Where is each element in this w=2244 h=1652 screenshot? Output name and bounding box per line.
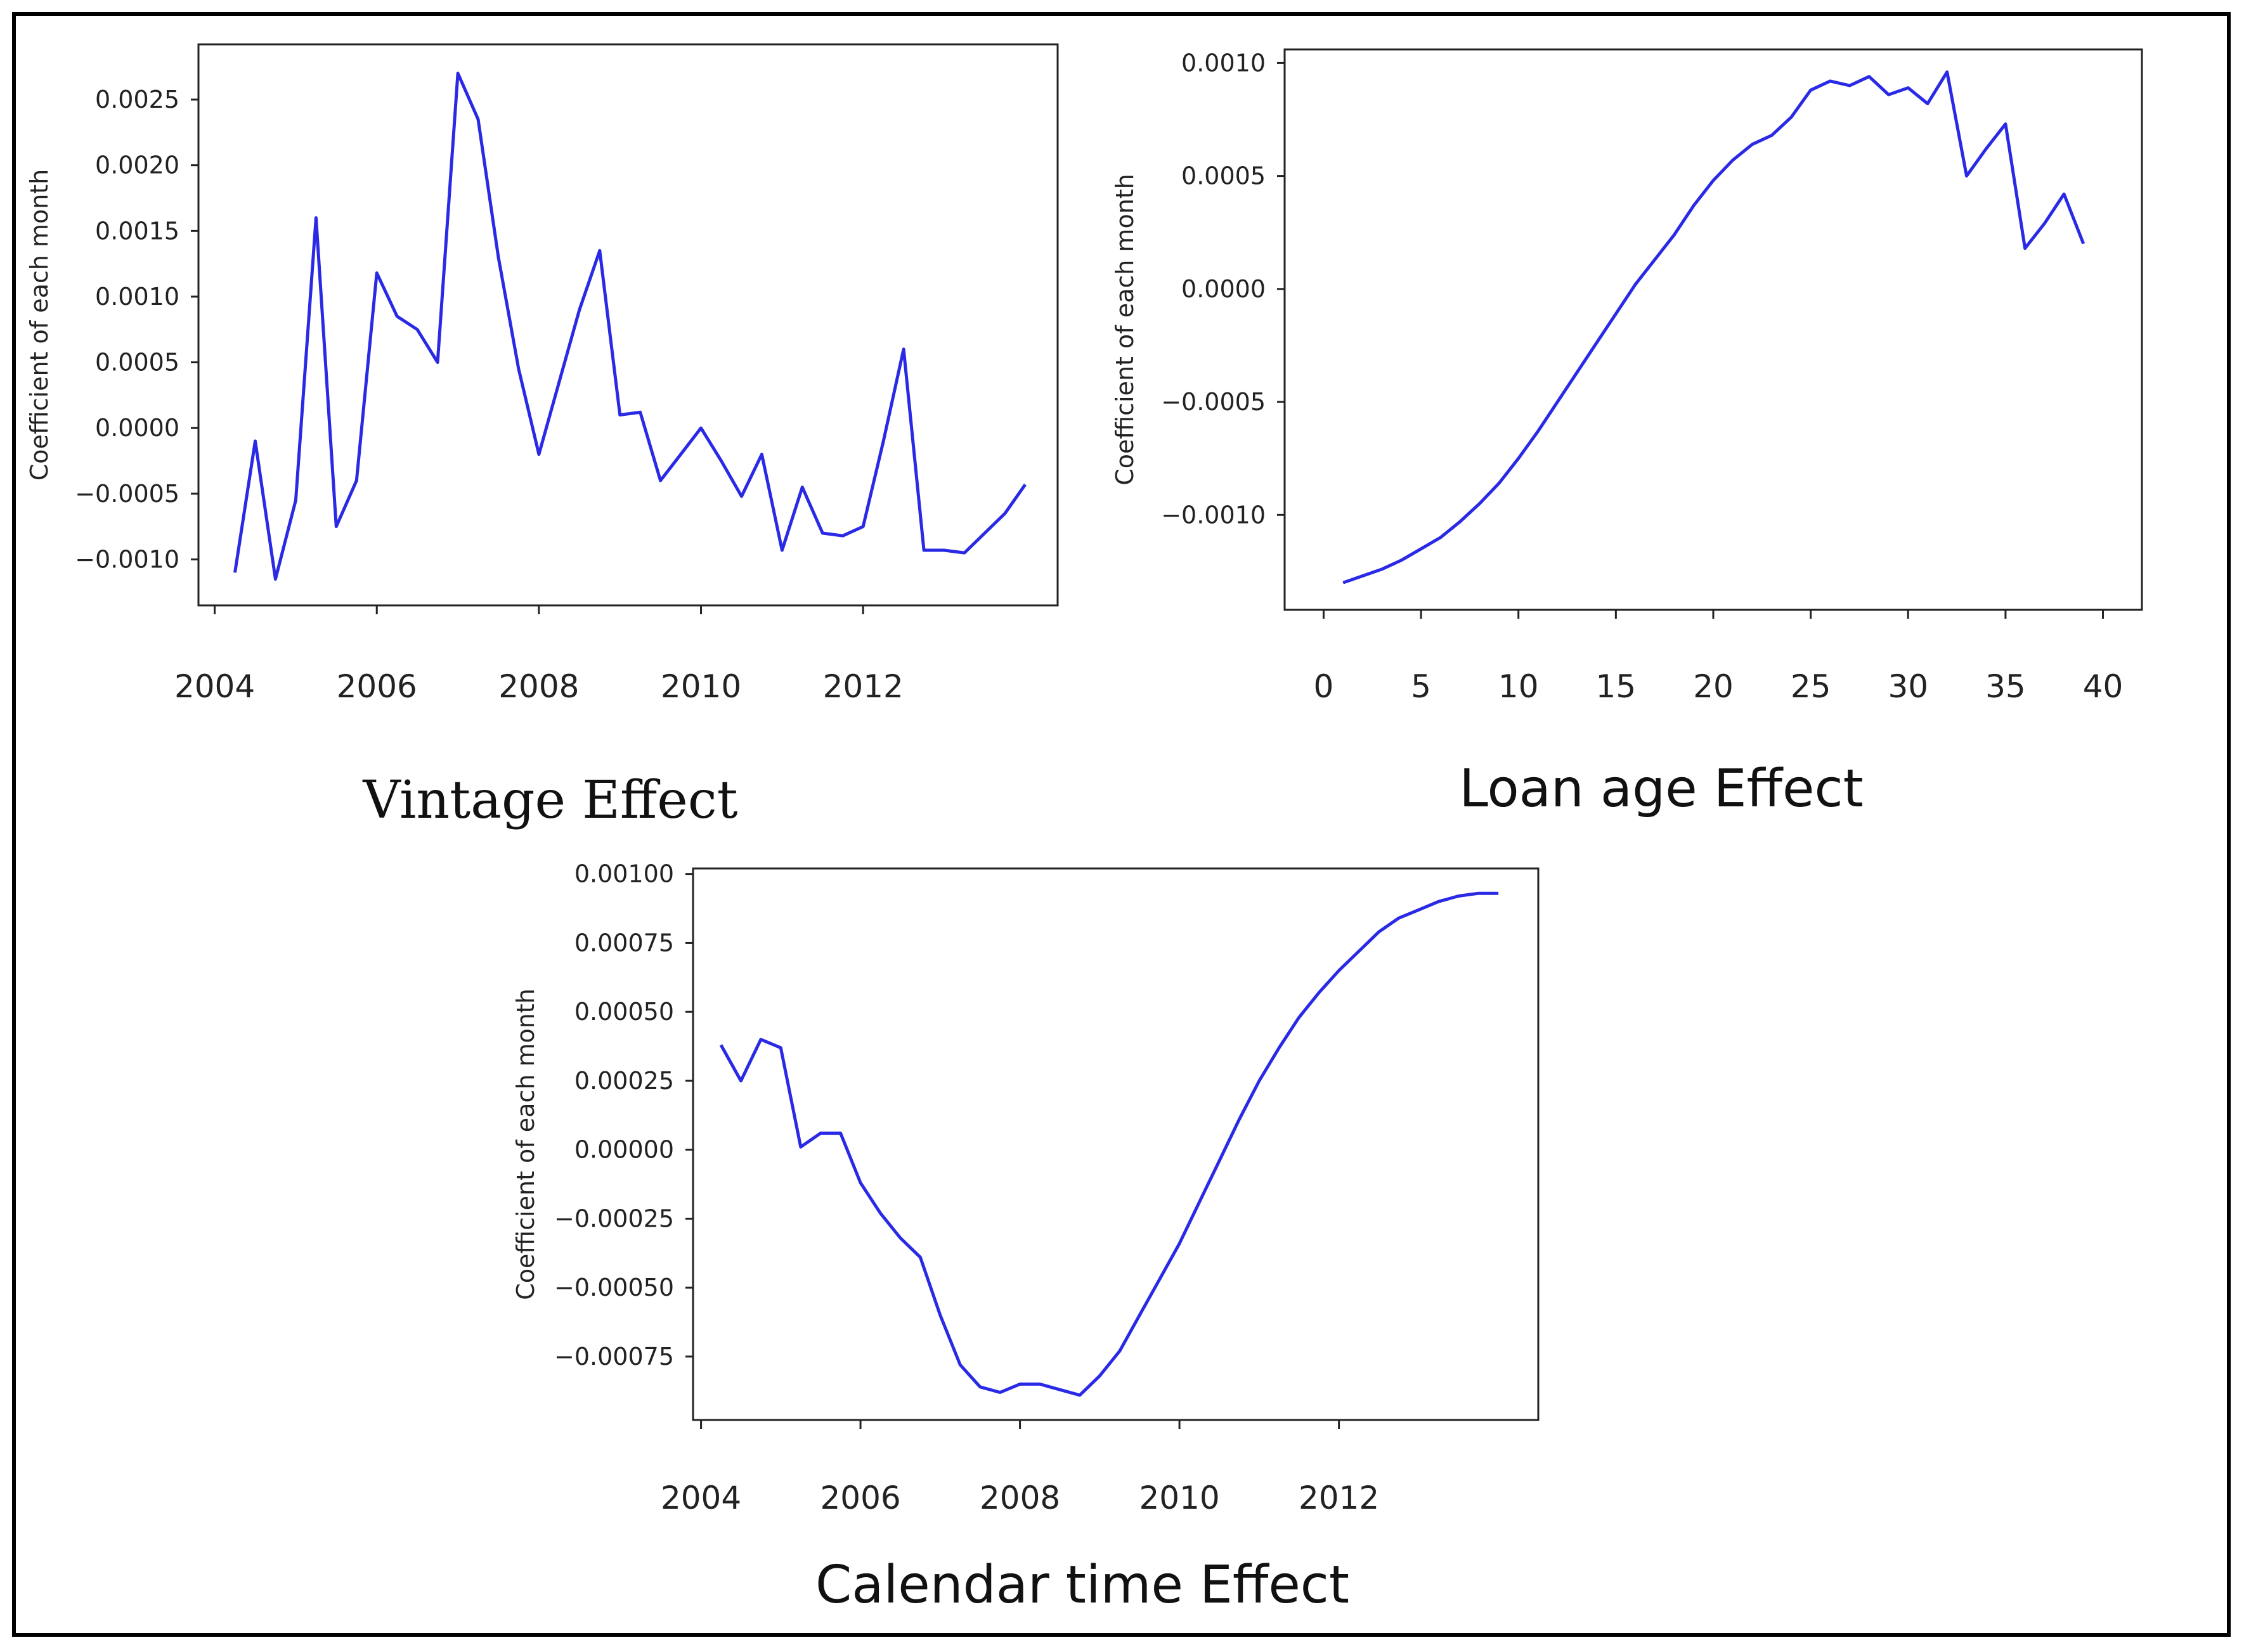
x-tick-label: 25: [1791, 668, 1831, 705]
y-tick-label: 0.00000: [574, 1136, 674, 1164]
plot-frame: [692, 867, 1540, 1421]
y-tick-label: 0.00025: [574, 1067, 674, 1095]
vintage-effect-chart: −0.0010 −0.0005 0.0000 0.0005 0.0010 0.0015 0.…: [25, 43, 1059, 705]
x-tick-label: 2010: [661, 668, 741, 705]
x-tick-label: 40: [2083, 668, 2124, 705]
y-tick-label: 0.0000: [95, 414, 179, 442]
x-tick-label: 2004: [661, 1480, 741, 1516]
y-tick-label: 0.0005: [95, 349, 179, 377]
y-tick-label: 0.0000: [1181, 275, 1266, 303]
y-axis-label: Coefficient of each month: [512, 988, 540, 1300]
y-tick-label: −0.00025: [554, 1204, 674, 1232]
y-tick-label: −0.0010: [1161, 501, 1266, 529]
y-axis-label: Coefficient of each month: [1111, 174, 1139, 486]
y-tick-label: 0.0010: [1181, 49, 1266, 77]
y-tick-label: −0.0010: [75, 545, 179, 573]
x-tick-label: 15: [1596, 668, 1637, 705]
y-tick-label: 0.0010: [95, 283, 179, 311]
y-tick-label: −0.0005: [75, 480, 179, 508]
x-tick-label: 2006: [337, 668, 417, 705]
y-tick-label: 0.0020: [95, 152, 179, 179]
x-tick-label: 20: [1693, 668, 1734, 705]
x-tick-label: 2012: [1299, 1480, 1379, 1516]
series-line: [233, 72, 1027, 581]
x-tick-label: 2004: [174, 668, 255, 705]
y-tick-label: −0.00075: [554, 1343, 674, 1371]
x-tick-label: 2008: [498, 668, 579, 705]
y-tick-label: 0.0025: [95, 86, 179, 113]
x-tick-label: 30: [1888, 668, 1928, 705]
x-tick-label: 35: [1985, 668, 2026, 705]
calendar-time-effect-caption: Calendar time Effect: [815, 1555, 1349, 1615]
x-tick-label: 5: [1411, 668, 1431, 705]
x-tick-label: 2008: [980, 1480, 1060, 1516]
vintage-effect-caption: Vintage Effect: [362, 770, 737, 830]
y-tick-label: −0.0005: [1161, 388, 1266, 416]
x-tick-label: 10: [1498, 668, 1539, 705]
outer-frame: [12, 12, 2231, 1637]
y-tick-label: −0.00050: [554, 1274, 674, 1301]
y-tick-label: 0.00050: [574, 998, 674, 1026]
series-line: [719, 891, 1499, 1397]
series-line: [1342, 70, 2085, 584]
calendar-time-effect-chart: −0.00075 −0.00050 −0.00025 0.00000 0.00025 0.…: [512, 860, 1540, 1516]
x-tick-label: 2006: [820, 1480, 900, 1516]
y-axis-label: Coefficient of each month: [25, 169, 53, 481]
y-tick-label: 0.00075: [574, 929, 674, 957]
plot-frame: [197, 43, 1059, 607]
y-tick-label: 0.0015: [95, 217, 179, 245]
y-tick-label: 0.00100: [574, 860, 674, 888]
loan-age-effect-caption: Loan age Effect: [1459, 759, 1864, 819]
x-tick-label: 2010: [1139, 1480, 1219, 1516]
x-tick-label: 2012: [823, 668, 904, 705]
y-tick-label: 0.0005: [1181, 162, 1266, 190]
x-tick-label: 0: [1314, 668, 1334, 705]
loan-age-effect-chart: −0.0010 −0.0005 0.0000 0.0005 0.0010 0 5 10 15 20…: [1111, 48, 2143, 705]
